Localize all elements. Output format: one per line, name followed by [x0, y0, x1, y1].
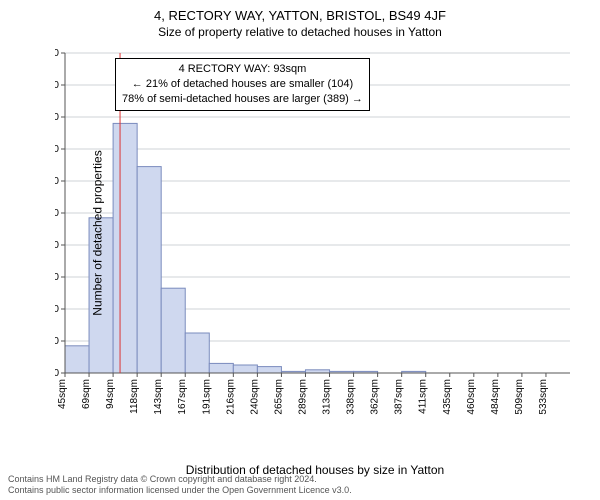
histogram-chart: 0 20 40 60 80 100 120 140 160 180 200 45sqm 69sqm 94s… — [55, 48, 575, 418]
svg-text:200: 200 — [55, 48, 59, 59]
svg-text:69sqm: 69sqm — [81, 379, 92, 409]
svg-text:338sqm: 338sqm — [346, 379, 357, 415]
svg-text:387sqm: 387sqm — [394, 379, 405, 415]
svg-text:435sqm: 435sqm — [442, 379, 453, 415]
svg-text:40: 40 — [55, 304, 59, 315]
svg-text:191sqm: 191sqm — [201, 379, 212, 415]
svg-text:45sqm: 45sqm — [57, 379, 68, 409]
annotation-line-2: ← 21% of detached houses are smaller (10… — [122, 77, 363, 92]
y-axis-label: Number of detached properties — [91, 150, 105, 315]
svg-text:411sqm: 411sqm — [418, 379, 429, 414]
svg-text:167sqm: 167sqm — [177, 379, 188, 415]
footer-line-2: Contains public sector information licen… — [8, 485, 352, 496]
svg-text:289sqm: 289sqm — [297, 379, 308, 415]
page-subtitle: Size of property relative to detached ho… — [0, 23, 600, 39]
annotation-line-1: 4 RECTORY WAY: 93sqm — [122, 62, 363, 77]
license-footer: Contains HM Land Registry data © Crown c… — [8, 474, 352, 496]
svg-text:94sqm: 94sqm — [105, 379, 116, 409]
svg-text:362sqm: 362sqm — [370, 379, 381, 415]
svg-text:20: 20 — [55, 336, 59, 347]
svg-text:313sqm: 313sqm — [322, 379, 333, 415]
svg-text:143sqm: 143sqm — [153, 379, 164, 415]
svg-text:140: 140 — [55, 144, 59, 155]
svg-text:120: 120 — [55, 176, 59, 187]
svg-text:240sqm: 240sqm — [249, 379, 260, 415]
svg-text:180: 180 — [55, 80, 59, 91]
svg-text:460sqm: 460sqm — [466, 379, 477, 415]
svg-text:80: 80 — [55, 240, 59, 251]
svg-text:484sqm: 484sqm — [490, 379, 501, 415]
svg-text:160: 160 — [55, 112, 59, 123]
svg-text:118sqm: 118sqm — [129, 379, 140, 414]
svg-text:0: 0 — [55, 368, 59, 379]
annotation-line-3: 78% of semi-detached houses are larger (… — [122, 92, 363, 107]
svg-text:265sqm: 265sqm — [273, 379, 284, 415]
svg-text:216sqm: 216sqm — [225, 379, 236, 415]
page-title: 4, RECTORY WAY, YATTON, BRISTOL, BS49 4J… — [0, 0, 600, 23]
annotation-box: 4 RECTORY WAY: 93sqm ← 21% of detached h… — [115, 58, 370, 111]
footer-line-1: Contains HM Land Registry data © Crown c… — [8, 474, 352, 485]
svg-text:533sqm: 533sqm — [538, 379, 549, 415]
svg-text:60: 60 — [55, 272, 59, 283]
svg-text:509sqm: 509sqm — [514, 379, 525, 415]
svg-text:100: 100 — [55, 208, 59, 219]
